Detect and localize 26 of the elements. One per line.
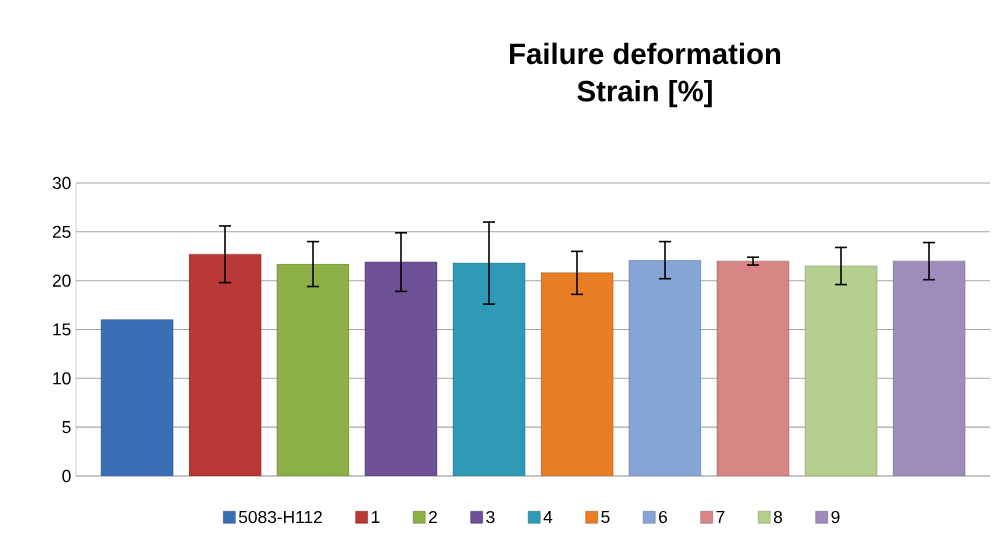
bar [364, 261, 438, 476]
y-tick-label: 15 [53, 323, 71, 336]
legend-label: 3 [486, 510, 495, 524]
y-tick-label: 0 [62, 469, 71, 483]
bar [452, 262, 526, 476]
bar [276, 263, 350, 476]
legend-label: 8 [773, 510, 783, 524]
legend-label: 1 [371, 510, 380, 523]
y-tick-label: 5 [62, 421, 71, 434]
legend-label: 7 [716, 510, 725, 523]
legend-label: 4 [543, 510, 553, 523]
y-tick-label: 30 [52, 176, 71, 190]
legend-label: 5083-H112 [238, 510, 322, 524]
y-tick-label: 10 [53, 372, 71, 385]
legend-label: 5 [601, 510, 610, 524]
chart-subtitle: Strain [%] [577, 79, 712, 108]
legend-label: 2 [428, 510, 437, 523]
bar [804, 265, 878, 476]
chart-title: Failure deformation [510, 42, 781, 65]
legend-label: 6 [659, 510, 668, 524]
y-tick-label: 25 [52, 225, 71, 238]
bar [628, 259, 702, 476]
bar [100, 319, 174, 476]
legend-label: 9 [831, 510, 840, 524]
bar [540, 272, 614, 476]
y-tick-label: 20 [52, 274, 71, 287]
